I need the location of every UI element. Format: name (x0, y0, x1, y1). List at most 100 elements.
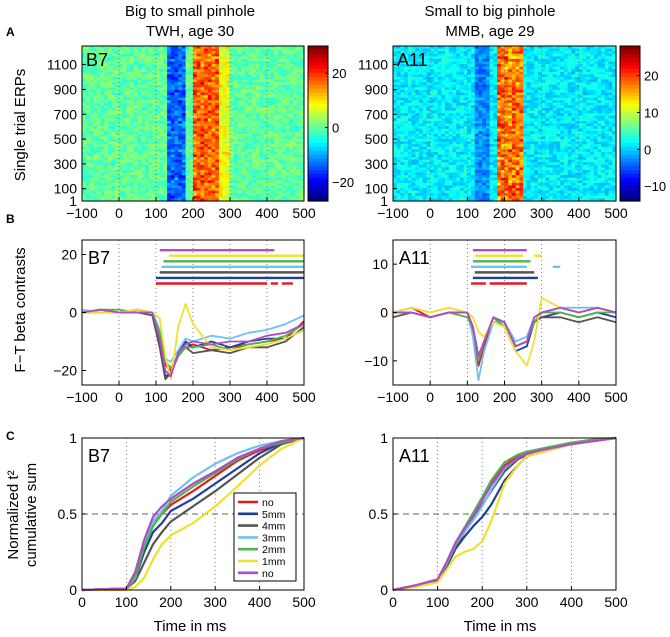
heatmap-cell (159, 92, 164, 96)
heatmap-cell (586, 79, 591, 83)
heatmap-cell (252, 64, 257, 68)
heatmap-cell (500, 100, 506, 104)
heatmap-cell (582, 48, 587, 52)
heatmap-cell (586, 95, 591, 99)
heatmap-cell (215, 149, 220, 153)
heatmap-cell (126, 170, 131, 174)
heatmap-cell (130, 123, 135, 127)
heatmap-cell (141, 74, 146, 78)
heatmap-cell (204, 87, 209, 91)
heatmap-cell (126, 58, 131, 63)
heatmap-cell (244, 110, 250, 114)
heatmap-cell (415, 48, 420, 52)
heatmap-cell (233, 102, 238, 107)
heatmap-cell (415, 89, 420, 94)
heatmap-cell (178, 177, 183, 181)
heatmap-cell (255, 56, 261, 60)
heatmap-cell (511, 48, 517, 52)
heatmap-cell (575, 71, 580, 76)
heatmap-cell (107, 149, 113, 153)
heatmap-cell (393, 82, 398, 86)
heatmap-cell (196, 100, 201, 104)
heatmap-cell (167, 170, 172, 174)
heatmap-cell (567, 58, 572, 63)
heatmap-cell (130, 149, 135, 153)
heatmap-cell (207, 69, 213, 73)
heatmap-cell (170, 139, 176, 143)
heatmap-cell (534, 51, 539, 55)
heatmap-cell (504, 48, 509, 52)
heatmap-cell (523, 82, 528, 86)
heatmap-cell (571, 82, 576, 86)
heatmap-cell (289, 123, 294, 127)
heatmap-cell (230, 71, 235, 76)
heatmap-cell (493, 61, 498, 65)
heatmap-cell (259, 182, 264, 187)
heatmap-cell (500, 95, 506, 99)
heatmap-cell (170, 69, 176, 73)
heatmap-cell (133, 118, 139, 122)
heatmap-cell (285, 136, 290, 140)
heatmap-cell (508, 58, 513, 63)
heatmap-cell (107, 144, 113, 148)
heatmap-cell (218, 110, 224, 114)
heatmap-cell (119, 79, 124, 83)
heatmap-cell (515, 82, 520, 86)
heatmap-cell (226, 126, 231, 130)
heatmap-cell (263, 149, 268, 153)
heatmap-cell (226, 180, 231, 184)
heatmap-cell (119, 71, 124, 76)
heatmap-cell (226, 146, 231, 150)
heatmap-cell (204, 69, 209, 73)
heatmap-cell (148, 167, 153, 171)
heatmap-cell (89, 144, 94, 148)
heatmap-cell (433, 82, 439, 86)
heatmap-cell (133, 79, 139, 83)
heatmap-cell (122, 61, 127, 65)
heatmap-cell (474, 58, 480, 63)
heatmap-cell (285, 92, 290, 96)
heatmap-cell (200, 141, 205, 145)
heatmap-cell (170, 136, 176, 140)
heatmap-cell (541, 95, 546, 99)
heatmap-cell (285, 180, 290, 184)
heatmap-cell (130, 172, 135, 176)
heatmap-cell (252, 61, 257, 65)
heatmap-cell (289, 71, 294, 76)
heatmap-cell (589, 64, 595, 68)
heatmap-cell (292, 66, 298, 70)
heatmap-cell (185, 61, 190, 65)
heatmap-cell (111, 170, 116, 174)
heatmap-cell (467, 46, 472, 50)
heatmap-cell (207, 180, 213, 184)
heatmap-cell (170, 79, 176, 83)
heatmap-cell (185, 118, 190, 122)
heatmap-cell (278, 69, 283, 73)
heatmap-cell (474, 53, 480, 57)
heatmap-cell (167, 56, 172, 60)
heatmap-cell (215, 133, 220, 138)
heatmap-cell (296, 56, 301, 60)
heatmap-cell (411, 95, 416, 99)
heatmap-cell (133, 61, 139, 65)
heatmap-cell (296, 139, 301, 143)
heatmap-cell (126, 61, 131, 65)
heatmap-cell (267, 58, 272, 63)
heatmap-cell (241, 97, 246, 101)
heatmap-cell (393, 69, 398, 73)
heatmap-cell (156, 162, 161, 166)
heatmap-cell (274, 133, 279, 138)
heatmap-cell (241, 136, 246, 140)
heatmap-cell (207, 51, 213, 55)
heatmap-cell (252, 74, 257, 78)
heatmap-cell (563, 66, 569, 70)
heatmap-cell (593, 66, 599, 70)
heatmap-cell (300, 51, 305, 55)
heatmap-cell (274, 113, 279, 117)
heatmap-cell (485, 66, 491, 70)
heatmap-cell (218, 195, 224, 200)
heatmap-cell (189, 182, 194, 187)
heatmap-cell (156, 92, 161, 96)
heatmap-cell (133, 133, 139, 138)
heatmap-cell (463, 92, 468, 96)
